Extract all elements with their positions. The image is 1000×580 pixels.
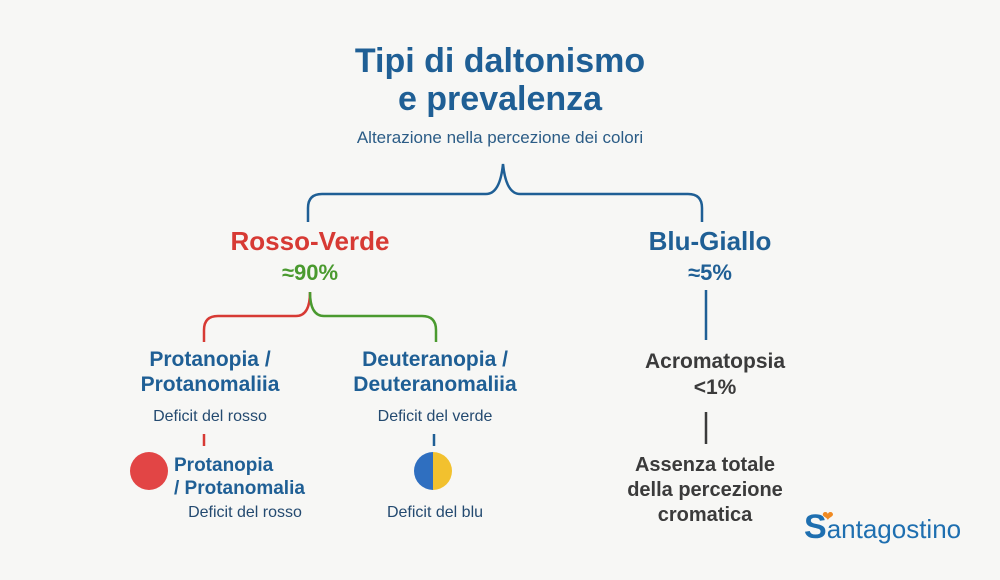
blue-deficit-desc: Deficit del blu <box>386 504 484 521</box>
assenza-node: Assenza totale della percezione cromatic… <box>580 453 830 528</box>
deuteranopia-node: Deuteranopia / Deuteranomaliia <box>310 347 560 397</box>
blu-giallo-label: Blu-Giallo <box>648 226 772 256</box>
protanopia-title-2: Protanomaliia <box>140 373 280 396</box>
blue-yellow-circle-icon <box>414 452 452 490</box>
protanopia-desc: Deficit del rosso <box>153 408 267 425</box>
protanopia-detail-title-1: Protanopia <box>174 455 274 476</box>
title-line-1: Tipi di daltonismo <box>354 42 646 80</box>
diagram-subtitle: Alterazione nella percezione dei colori <box>356 128 644 147</box>
acromatopsia-title: Acromatopsia <box>644 350 786 373</box>
title-line-2: e prevalenza <box>397 80 603 118</box>
red-circle-icon <box>130 452 168 490</box>
deuteranopia-title-1: Deuteranopia / <box>362 348 508 371</box>
protanopia-detail-title-2: / Protanomalia <box>174 478 305 499</box>
diagram-title: Tipi di daltonismo e prevalenza <box>200 42 800 118</box>
rosso-verde-label: Rosso-Verde <box>230 226 390 256</box>
protanopia-title-1: Protanopia / <box>149 348 271 371</box>
protanopia-detail: Protanopia / Protanomalia <box>174 454 305 500</box>
santagostino-logo: ❤ Santagostino <box>804 508 961 547</box>
rg-brace-right <box>308 291 438 342</box>
protanopia-detail-desc: Deficit del rosso <box>188 504 302 521</box>
deuteranopia-title-2: Deuteranomaliia <box>353 373 517 396</box>
acromatopsia-node: Acromatopsia <1% <box>600 349 830 401</box>
top-brace <box>306 163 704 222</box>
assenza-line-2: della percezione <box>627 479 783 501</box>
assenza-line-3: cromatica <box>657 504 753 526</box>
blu-giallo-prevalence: ≈5% <box>688 260 732 285</box>
acromatopsia-prevalence: <1% <box>693 376 737 399</box>
heart-icon: ❤ <box>822 508 834 524</box>
deuteranopia-desc: Deficit del verde <box>377 408 493 425</box>
assenza-line-1: Assenza totale <box>634 454 776 476</box>
protanopia-node: Protanopia / Protanomaliia <box>90 347 330 397</box>
logo-rest: antagostino <box>826 514 962 544</box>
logo-initial: S <box>804 508 827 546</box>
rg-brace-left <box>202 291 312 342</box>
rosso-verde-prevalence: ≈90% <box>281 260 339 285</box>
